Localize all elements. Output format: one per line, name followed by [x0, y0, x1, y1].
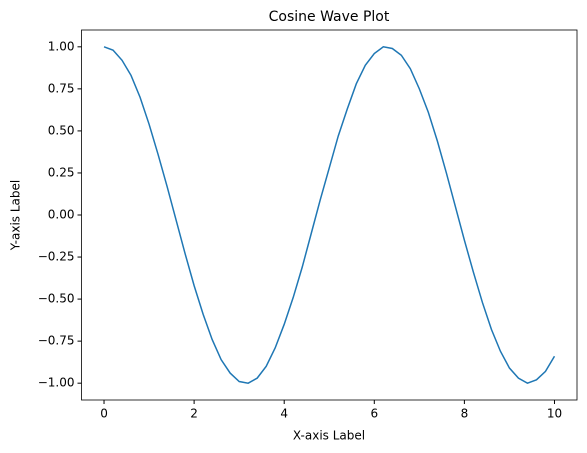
y-tick-label: −0.75 — [38, 334, 75, 348]
x-tick-label: 10 — [547, 407, 562, 421]
y-tick-label: −1.00 — [38, 376, 75, 390]
x-tick-label: 2 — [190, 407, 198, 421]
y-tick-label: 0.75 — [48, 81, 75, 95]
plot-frame — [81, 29, 578, 401]
y-tick-label: −0.50 — [38, 292, 75, 306]
y-tick-label: 0.00 — [48, 208, 75, 222]
x-tick-label: 4 — [280, 407, 288, 421]
y-tick-label: −0.25 — [38, 250, 75, 264]
y-tick-label: 1.00 — [48, 39, 75, 53]
x-axis-label: X-axis Label — [293, 429, 365, 443]
y-tick-label: 0.25 — [48, 165, 75, 179]
y-axis-label: Y-axis Label — [9, 180, 23, 251]
line — [103, 46, 556, 385]
x-tick-label: 6 — [370, 407, 378, 421]
x-tick-label: 8 — [461, 407, 469, 421]
y-tick-label: 0.50 — [48, 123, 75, 137]
chart-title: Cosine Wave Plot — [269, 9, 390, 25]
x-tick-label: 0 — [100, 407, 108, 421]
